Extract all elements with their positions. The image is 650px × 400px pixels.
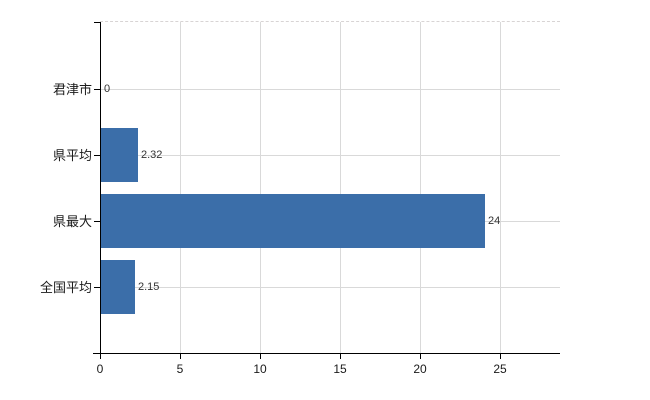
x-axis-tick [100,353,101,359]
x-axis-tick-label: 20 [413,362,427,376]
category-label: 県最大 [52,214,92,229]
x-axis-tick-label: 10 [253,362,267,376]
horizontal-gridline [100,89,560,90]
x-axis-tick-label: 25 [493,362,507,376]
x-axis-tick [340,353,341,359]
category-label: 君津市 [52,82,92,97]
x-axis-tick-label: 5 [176,362,184,376]
category-tick [94,221,100,222]
x-axis-tick [500,353,501,359]
data-bar [101,128,138,182]
category-label: 県平均 [52,148,92,163]
horizontal-gridline [100,155,560,156]
x-axis-tick [420,353,421,359]
vertical-gridline [420,22,421,353]
x-axis-tick [260,353,261,359]
vertical-gridline [260,22,261,353]
bar-value-label: 2.32 [141,149,163,161]
x-axis-tick-label: 0 [96,362,104,376]
category-tick [94,155,100,156]
bar-value-label: 2.15 [138,281,160,293]
plot-top-border [100,21,560,22]
data-bar [101,194,485,248]
data-bar [101,260,135,314]
vertical-gridline [340,22,341,353]
bar-value-label: 0 [104,83,111,95]
category-label: 全国平均 [39,280,92,295]
y-axis-top-tick [94,22,100,23]
vertical-gridline [500,22,501,353]
bar-value-label: 24 [488,215,501,227]
horizontal-gridline [100,287,560,288]
category-tick [94,287,100,288]
category-tick [94,89,100,90]
y-axis-line [100,22,101,353]
vertical-gridline [180,22,181,353]
x-axis-line [93,353,560,354]
x-axis-tick [180,353,181,359]
x-axis-tick-label: 15 [333,362,347,376]
